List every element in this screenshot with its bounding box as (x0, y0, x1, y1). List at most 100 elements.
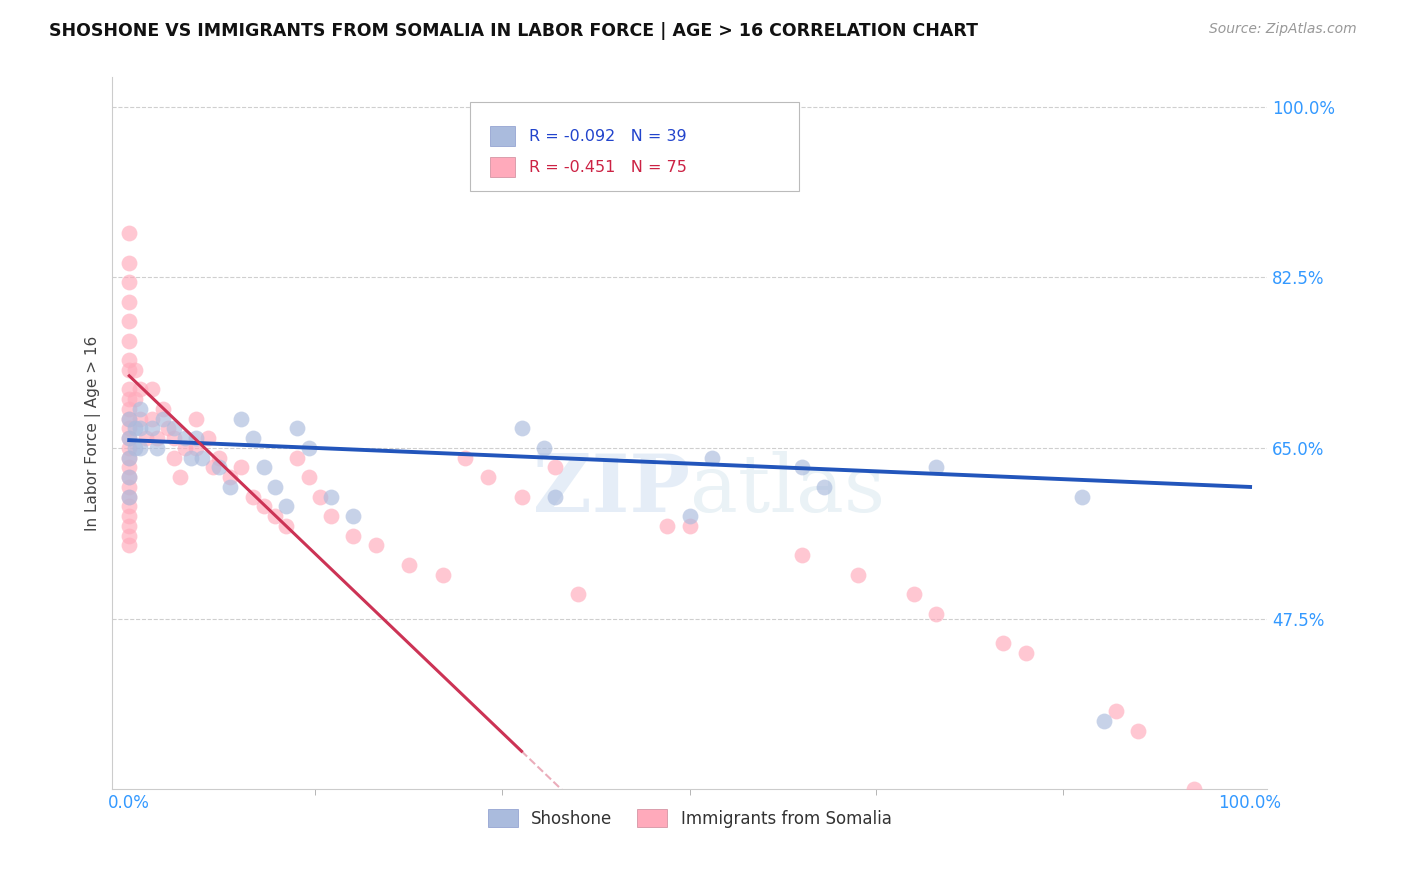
Point (124, 363, 146, 377)
FancyBboxPatch shape (489, 127, 516, 146)
Point (567, 587, 589, 601)
Legend: Shoshone, Immigrants from Somalia: Shoshone, Immigrants from Somalia (481, 803, 898, 834)
Point (141, 421, 163, 435)
Point (129, 401, 152, 416)
Point (319, 490, 342, 504)
Point (510, 421, 533, 435)
Point (118, 450, 141, 465)
Point (118, 431, 141, 445)
Point (152, 411, 174, 425)
Point (169, 470, 191, 484)
Point (679, 519, 702, 533)
Point (118, 294, 141, 309)
Point (297, 441, 319, 455)
Point (118, 227, 141, 241)
Point (242, 431, 264, 445)
Point (1104, 704, 1126, 718)
Point (1092, 714, 1115, 728)
Point (285, 421, 308, 435)
Point (1015, 646, 1038, 660)
Point (253, 500, 276, 514)
Text: R = -0.092   N = 39: R = -0.092 N = 39 (529, 128, 686, 144)
Point (141, 383, 163, 397)
Point (118, 275, 141, 289)
Point (118, 411, 141, 425)
Point (146, 441, 169, 455)
Point (276, 519, 298, 533)
Point (135, 431, 157, 445)
Point (146, 431, 169, 445)
Point (129, 421, 152, 435)
Point (510, 490, 533, 504)
Point (219, 470, 242, 484)
Point (264, 509, 287, 524)
Point (118, 480, 141, 494)
Point (191, 450, 214, 465)
Point (253, 460, 276, 475)
Point (118, 334, 141, 348)
Text: ZIP: ZIP (533, 451, 690, 529)
Point (679, 509, 702, 524)
Point (925, 607, 948, 621)
Point (118, 363, 141, 377)
Point (208, 460, 231, 475)
Point (118, 256, 141, 270)
Point (141, 411, 163, 425)
Point (118, 500, 141, 514)
Point (398, 558, 420, 572)
Y-axis label: In Labor Force | Age > 16: In Labor Force | Age > 16 (86, 335, 101, 531)
Point (533, 441, 555, 455)
Point (308, 490, 330, 504)
Point (342, 529, 364, 543)
Point (925, 460, 948, 475)
Point (790, 548, 813, 562)
Point (186, 431, 208, 445)
Point (129, 383, 152, 397)
Point (231, 460, 253, 475)
Point (118, 314, 141, 328)
Point (118, 431, 141, 445)
Point (1182, 782, 1205, 797)
Point (186, 441, 208, 455)
Point (118, 392, 141, 407)
FancyBboxPatch shape (470, 103, 800, 191)
Point (118, 509, 141, 524)
Point (544, 460, 567, 475)
Point (264, 480, 287, 494)
Point (129, 411, 152, 425)
Point (118, 529, 141, 543)
Point (124, 421, 146, 435)
Point (180, 450, 202, 465)
Point (118, 470, 141, 484)
Point (1126, 723, 1149, 738)
Point (174, 431, 197, 445)
Point (1239, 802, 1261, 816)
Point (903, 587, 925, 601)
Point (432, 567, 454, 582)
Point (342, 509, 364, 524)
Point (118, 411, 141, 425)
Point (208, 450, 231, 465)
Point (163, 431, 186, 445)
Point (118, 519, 141, 533)
Point (118, 470, 141, 484)
Text: Source: ZipAtlas.com: Source: ZipAtlas.com (1209, 22, 1357, 37)
Point (118, 353, 141, 368)
Point (544, 490, 567, 504)
Point (657, 519, 679, 533)
Point (124, 392, 146, 407)
Point (118, 539, 141, 553)
Point (157, 421, 180, 435)
Point (242, 490, 264, 504)
Point (124, 441, 146, 455)
Point (174, 441, 197, 455)
Point (202, 460, 225, 475)
Point (118, 490, 141, 504)
Point (790, 460, 813, 475)
Point (186, 411, 208, 425)
Point (993, 636, 1015, 650)
Point (1071, 490, 1094, 504)
Point (118, 383, 141, 397)
Point (846, 567, 869, 582)
Point (276, 500, 298, 514)
